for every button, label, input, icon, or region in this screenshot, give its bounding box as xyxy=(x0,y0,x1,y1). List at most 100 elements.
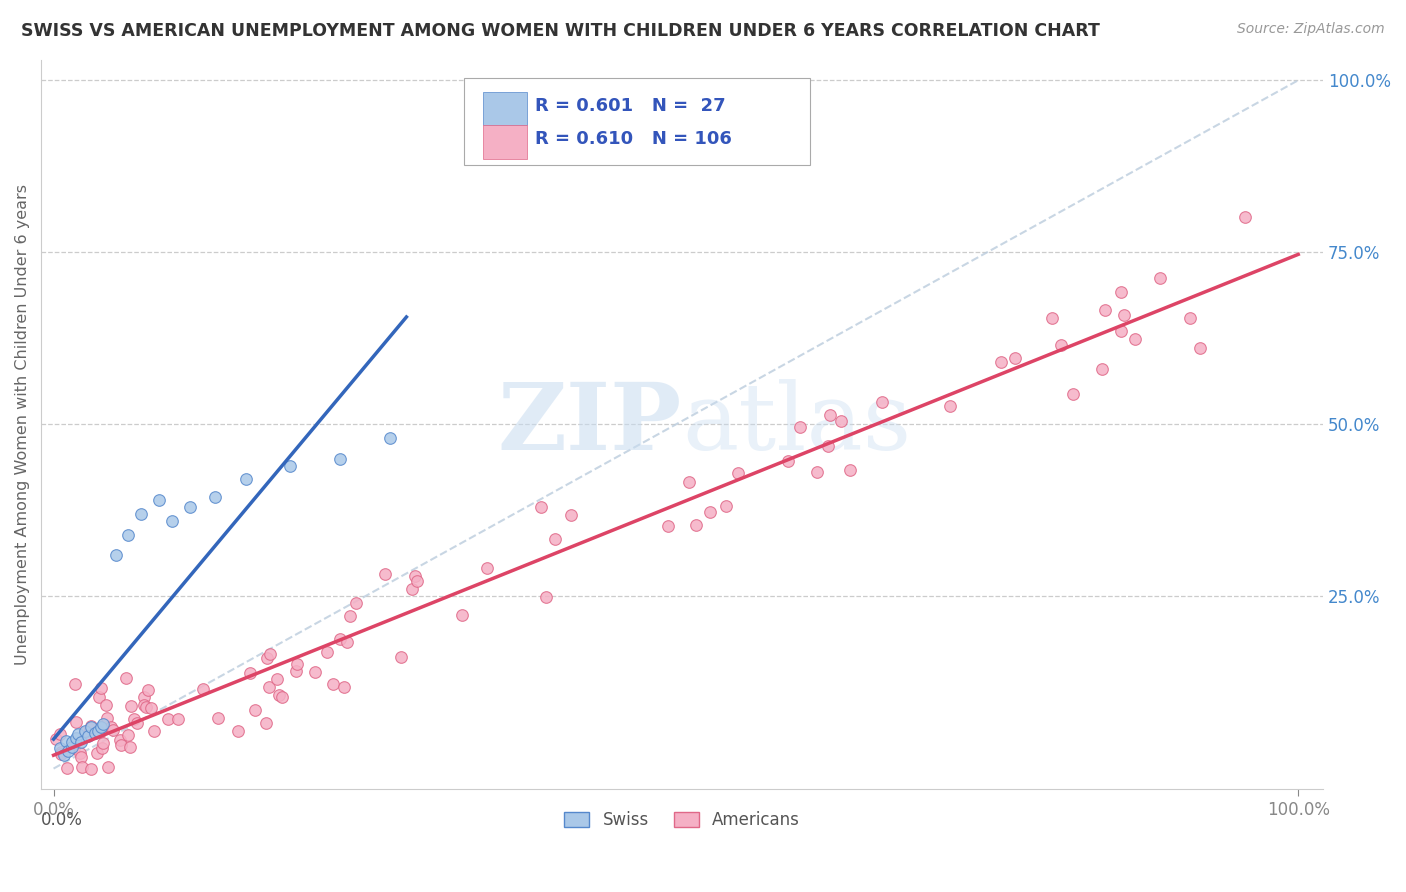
Point xyxy=(657,519,679,533)
Point xyxy=(134,698,156,712)
Point xyxy=(378,431,401,445)
Point xyxy=(1040,311,1063,326)
Point xyxy=(870,395,893,409)
Point xyxy=(49,740,72,755)
Point xyxy=(80,719,103,733)
Point xyxy=(83,726,105,740)
Point xyxy=(259,647,281,661)
Point xyxy=(167,712,190,726)
Point xyxy=(56,761,79,775)
Point xyxy=(938,399,960,413)
Point xyxy=(727,466,749,480)
Point xyxy=(91,740,114,755)
Point xyxy=(243,703,266,717)
Point xyxy=(544,532,567,546)
Point xyxy=(114,671,136,685)
Point xyxy=(685,518,707,533)
Point xyxy=(339,608,361,623)
Point xyxy=(80,720,103,734)
Point xyxy=(329,632,352,646)
Point xyxy=(94,698,117,712)
Point xyxy=(90,681,112,696)
Point xyxy=(77,729,100,743)
Point xyxy=(226,723,249,738)
Text: Source: ZipAtlas.com: Source: ZipAtlas.com xyxy=(1237,22,1385,37)
Point xyxy=(122,712,145,726)
Point xyxy=(86,746,108,760)
Point xyxy=(117,728,139,742)
Point xyxy=(142,724,165,739)
Point xyxy=(120,698,142,713)
Legend: Swiss, Americans: Swiss, Americans xyxy=(558,805,807,836)
Point xyxy=(103,723,125,737)
Point xyxy=(87,723,110,738)
Point xyxy=(1094,303,1116,318)
Point xyxy=(104,548,127,562)
Point xyxy=(139,700,162,714)
Point xyxy=(778,453,800,467)
Point xyxy=(1109,285,1132,300)
Point xyxy=(70,749,93,764)
Point xyxy=(839,463,862,477)
Point xyxy=(699,505,721,519)
Y-axis label: Unemployment Among Women with Children Under 6 years: Unemployment Among Women with Children U… xyxy=(15,184,30,665)
Point xyxy=(79,762,101,776)
Point xyxy=(332,680,354,694)
Point xyxy=(49,745,72,759)
Point xyxy=(256,651,278,665)
Point xyxy=(990,355,1012,369)
Point xyxy=(304,665,326,679)
Point xyxy=(374,566,396,581)
Point xyxy=(817,439,839,453)
Point xyxy=(336,634,359,648)
Point xyxy=(52,747,75,762)
Point xyxy=(91,736,114,750)
Point xyxy=(58,744,80,758)
Text: SWISS VS AMERICAN UNEMPLOYMENT AMONG WOMEN WITH CHILDREN UNDER 6 YEARS CORRELATI: SWISS VS AMERICAN UNEMPLOYMENT AMONG WOM… xyxy=(21,22,1099,40)
Point xyxy=(278,458,301,473)
Point xyxy=(1123,332,1146,346)
Point xyxy=(1062,387,1084,401)
Point xyxy=(110,739,132,753)
FancyBboxPatch shape xyxy=(484,92,527,125)
Point xyxy=(406,574,429,588)
Text: ZIP: ZIP xyxy=(498,379,682,469)
Point xyxy=(65,731,87,745)
Point xyxy=(257,681,280,695)
Point xyxy=(70,760,93,774)
Point xyxy=(108,732,131,747)
Point xyxy=(67,727,90,741)
Point xyxy=(285,664,308,678)
Point xyxy=(830,414,852,428)
Point xyxy=(1149,271,1171,285)
Point xyxy=(49,747,72,761)
Point xyxy=(191,681,214,696)
Point xyxy=(1234,210,1257,224)
Point xyxy=(806,466,828,480)
Point xyxy=(179,500,201,514)
Point xyxy=(404,568,426,582)
Point xyxy=(530,500,553,514)
Point xyxy=(69,747,91,761)
Point xyxy=(254,715,277,730)
Point xyxy=(156,712,179,726)
Point xyxy=(329,451,352,466)
Point xyxy=(45,731,67,746)
Point xyxy=(87,690,110,705)
FancyBboxPatch shape xyxy=(484,126,527,159)
Point xyxy=(207,711,229,725)
Point xyxy=(125,716,148,731)
Point xyxy=(100,720,122,734)
Point xyxy=(136,683,159,698)
Point xyxy=(315,645,337,659)
Point xyxy=(79,723,101,737)
Point xyxy=(135,700,157,714)
Point xyxy=(93,716,115,731)
Point xyxy=(477,561,499,575)
Point xyxy=(73,724,96,739)
Point xyxy=(235,473,257,487)
Point xyxy=(96,710,118,724)
Point xyxy=(93,719,115,733)
Point xyxy=(60,735,83,749)
Point xyxy=(49,726,72,740)
